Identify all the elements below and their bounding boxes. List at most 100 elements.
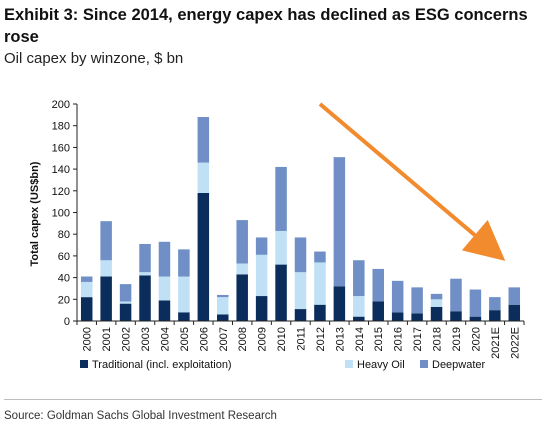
x-tick-label: 2014 <box>354 327 366 351</box>
x-tick-label: 2021E <box>490 327 502 359</box>
y-axis-label: Total capex (US$bn) <box>29 161 41 266</box>
bar-segment <box>275 166 287 231</box>
bar-segment <box>430 293 443 300</box>
x-tick-label: 2006 <box>198 327 210 351</box>
bar-segment <box>236 274 248 321</box>
chart-subtitle: Oil capex by winzone, $ bn <box>4 50 184 67</box>
bar-segment <box>469 289 482 317</box>
bar-segment <box>489 297 501 311</box>
bar-segment <box>294 272 307 310</box>
x-tick-label: 2007 <box>218 327 230 351</box>
bar-segment <box>139 275 151 321</box>
bar-segment <box>80 281 93 298</box>
bar-segment <box>255 237 268 255</box>
bar-segment <box>217 294 229 298</box>
legend-label: Deepwater <box>432 359 486 371</box>
bar-segment <box>119 303 132 321</box>
x-tick-label: 2019 <box>451 327 463 351</box>
legend: Traditional (incl. exploitation) Heavy Oi… <box>80 359 486 371</box>
source-note: Source: Goldman Sachs Global Investment … <box>4 410 277 422</box>
bar-segment <box>508 287 521 305</box>
y-tick-label: 60 <box>58 251 70 263</box>
x-tick-label: 2008 <box>237 327 249 351</box>
exhibit-title: Exhibit 3: Since 2014, energy capex has … <box>4 6 528 46</box>
bar-segment <box>236 220 248 264</box>
bar-segment <box>139 243 151 273</box>
bar-segment <box>489 310 501 321</box>
stacked-bar-chart: 0 20 40 60 80 100 120 140 160 180 200 2000 2001 2002… <box>29 99 525 371</box>
legend-label: Traditional (incl. exploitation) <box>92 359 232 371</box>
y-tick-label: 100 <box>52 208 70 220</box>
legend-swatch <box>80 360 88 368</box>
y-tick-label: 140 <box>52 164 70 176</box>
x-tick-label: 2016 <box>393 327 405 351</box>
x-tick-label: 2010 <box>276 327 288 351</box>
legend-swatch <box>420 360 428 368</box>
y-tick-label: 160 <box>52 142 70 154</box>
y-tick-label: 80 <box>58 229 70 241</box>
bar-segment <box>255 254 268 297</box>
bar-segment <box>314 262 326 305</box>
bar-segment <box>275 264 287 321</box>
bar-segment <box>178 249 190 277</box>
x-tick-label: 2017 <box>412 327 424 351</box>
bar-segment <box>333 286 346 321</box>
bar-segment <box>236 263 248 275</box>
bar-segment <box>353 316 365 321</box>
bar-segment <box>314 304 326 321</box>
y-tick-label: 180 <box>52 121 70 133</box>
bar-segment <box>508 304 521 321</box>
x-tick-label: 2020 <box>470 327 482 351</box>
x-tick-label: 2018 <box>432 327 444 351</box>
bar-segment <box>294 309 307 321</box>
bar-segment <box>255 296 268 321</box>
y-tick-label: 40 <box>58 273 70 285</box>
bar-segment <box>197 162 210 193</box>
x-tick-label: 2013 <box>334 327 346 351</box>
bar-segment <box>372 268 384 302</box>
trend-arrow <box>318 102 506 261</box>
bar-segment <box>450 311 462 321</box>
bar-segment <box>178 276 190 313</box>
y-tick-label: 120 <box>52 186 70 198</box>
bar-segment <box>139 272 151 276</box>
bar-segment <box>197 192 210 321</box>
bar-segment <box>217 314 229 321</box>
bars <box>80 117 521 321</box>
bar-segment <box>100 221 112 261</box>
x-tick-label: 2002 <box>121 327 133 351</box>
legend-swatch <box>345 360 353 368</box>
bar-segment <box>80 297 93 321</box>
y-tick-label: 200 <box>52 99 70 111</box>
bar-segment <box>100 260 112 277</box>
bar-segment <box>430 306 443 321</box>
bar-segment <box>275 230 287 265</box>
y-tick-label: 20 <box>58 294 70 306</box>
bar-segment <box>411 287 423 314</box>
bar-segment <box>178 312 190 321</box>
bar-segment <box>294 237 307 273</box>
bar-segment <box>217 297 229 315</box>
bar-segment <box>314 251 326 263</box>
bar-segment <box>119 284 132 302</box>
bar-segment <box>158 276 171 301</box>
bar-segment <box>119 301 132 304</box>
bar-segment <box>158 300 171 321</box>
legend-label: Heavy Oil <box>357 359 405 371</box>
bar-segment <box>469 316 482 321</box>
x-tick-label: 2015 <box>373 327 385 351</box>
x-tick-label: 2005 <box>179 327 191 351</box>
bar-segment <box>197 117 210 163</box>
y-axis: 0 20 40 60 80 100 120 140 160 180 200 <box>52 99 78 328</box>
y-tick-label: 0 <box>64 316 70 328</box>
bar-segment <box>333 157 346 287</box>
x-axis: 2000 2001 2002 2003 2004 2005 2006 2007 2008 2009… <box>76 320 525 359</box>
x-tick-label: 2001 <box>101 327 113 351</box>
bar-segment <box>411 313 423 321</box>
bar-segment <box>100 276 112 321</box>
x-tick-label: 2004 <box>159 327 171 351</box>
bar-segment <box>353 260 365 297</box>
bar-segment <box>158 241 171 277</box>
x-tick-label: 2012 <box>315 327 327 351</box>
bar-segment <box>372 301 384 321</box>
